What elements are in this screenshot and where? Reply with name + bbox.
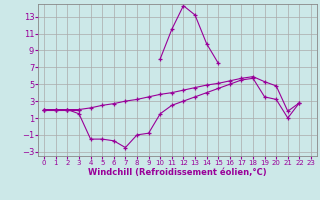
X-axis label: Windchill (Refroidissement éolien,°C): Windchill (Refroidissement éolien,°C) — [88, 168, 267, 177]
